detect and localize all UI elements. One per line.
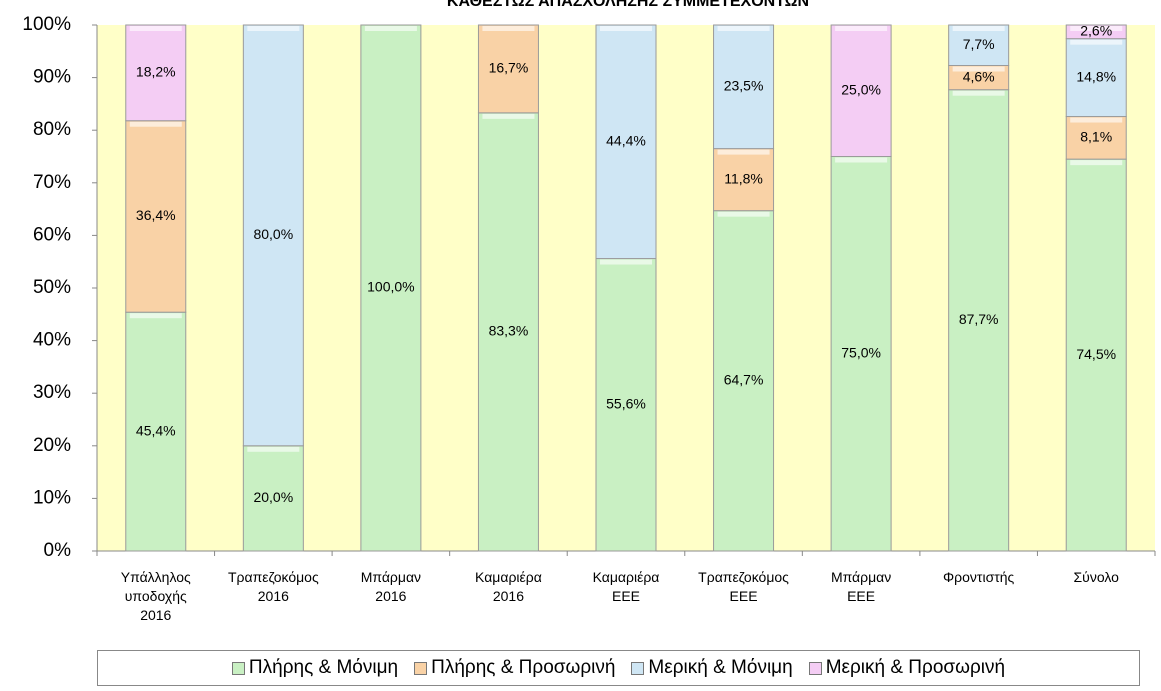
data-label: 8,1% <box>1080 129 1112 145</box>
bar-bevel <box>129 313 182 319</box>
data-label: 36,4% <box>136 207 176 223</box>
y-tick-label: 0% <box>44 540 72 561</box>
data-label: 2,6% <box>1080 23 1112 39</box>
data-label: 83,3% <box>489 323 529 339</box>
data-label: 16,7% <box>489 60 529 76</box>
data-label: 25,0% <box>841 81 881 97</box>
y-tick-label: 20% <box>33 435 71 456</box>
data-label: 45,4% <box>136 422 176 438</box>
x-tick-label: Υπάλληλος υποδοχής 2016 <box>120 569 191 623</box>
bar-segment <box>125 311 187 552</box>
x-tick-label: Φροντιστής <box>943 569 1015 585</box>
bar-segment <box>242 445 304 552</box>
data-label: 80,0% <box>253 226 293 242</box>
bar-segment <box>477 24 539 114</box>
bar-segment <box>477 112 539 552</box>
data-label: 87,7% <box>959 311 999 327</box>
y-tick-label: 80% <box>33 119 71 140</box>
bar-segment <box>1065 158 1127 552</box>
legend-swatch <box>631 661 645 675</box>
data-label: 44,4% <box>606 132 646 148</box>
y-tick-label: 40% <box>33 330 71 351</box>
data-label: 100,0% <box>367 279 414 295</box>
data-label: 64,7% <box>724 372 764 388</box>
x-tick-label: Καμαριέρα ΕΕΕ <box>592 569 660 604</box>
bar-segment <box>1065 116 1127 160</box>
chart-title: ΚΑΘΕΣΤΩΣ ΑΠΑΣΧΟΛΗΣΗΣ ΣΥΜΜΕΤΕΧΟΝΤΩΝ <box>447 0 809 10</box>
data-label: 23,5% <box>724 78 764 94</box>
legend-label: Μερική & Μόνιμη <box>648 657 793 678</box>
bar-segment <box>830 24 892 157</box>
bar-bevel <box>717 26 770 31</box>
bar-bevel <box>717 211 770 217</box>
legend-item: Πλήρης & Προσωρινή <box>414 657 615 679</box>
bar-bevel <box>835 157 888 163</box>
legend-swatch <box>231 661 245 675</box>
x-tick-label: Σύνολο <box>1073 569 1119 585</box>
legend-label: Πλήρης & Μόνιμη <box>248 657 399 678</box>
bar-bevel <box>482 113 535 119</box>
bar-segment <box>713 24 775 150</box>
x-tick-label: Τραπεζοκόμος ΕΕΕ <box>698 569 789 604</box>
legend-item: Μερική & Προσωρινή <box>808 657 1006 679</box>
y-tick-label: 60% <box>33 224 71 245</box>
y-tick-label: 50% <box>33 277 71 298</box>
bar-segment <box>242 24 304 447</box>
bar-bevel <box>247 446 300 452</box>
bar-bevel <box>247 26 300 31</box>
bar-bevel <box>1070 39 1123 45</box>
bar-segment <box>125 120 187 313</box>
y-tick-label: 70% <box>33 172 71 193</box>
bar-bevel <box>129 121 182 127</box>
bar-segment <box>125 24 187 122</box>
bar-bevel <box>835 26 888 31</box>
bar-segment <box>1065 38 1127 118</box>
legend-swatch <box>414 661 428 675</box>
x-tick-label: Μπάρμαν ΕΕΕ <box>830 569 892 604</box>
y-tick-label: 10% <box>33 487 71 508</box>
bar-segment <box>713 210 775 552</box>
data-label: 75,0% <box>841 344 881 360</box>
y-tick-label: 100% <box>22 14 71 35</box>
legend-swatch <box>808 661 822 675</box>
bar-bevel <box>600 259 652 265</box>
x-tick-label: Τραπεζοκόμος 2016 <box>227 569 319 604</box>
legend-label: Πλήρης & Προσωρινή <box>431 657 616 678</box>
data-label: 55,6% <box>606 395 646 411</box>
bar-bevel <box>129 26 182 31</box>
legend-item: Πλήρης & Μόνιμη <box>231 657 399 679</box>
bar-bevel <box>952 66 1005 72</box>
data-label: 20,0% <box>253 489 293 505</box>
legend: Πλήρης & Μόνιμη Πλήρης & Προσωρινή Μερική … <box>97 650 1140 686</box>
bar-bevel <box>482 26 535 31</box>
y-tick-label: 30% <box>33 382 71 403</box>
x-tick-label: Καμαριέρα 2016 <box>475 569 542 604</box>
bar-bevel <box>952 90 1005 96</box>
data-label: 74,5% <box>1076 346 1116 362</box>
data-label: 18,2% <box>136 64 176 80</box>
data-label: 11,8% <box>724 170 763 186</box>
data-label: 4,6% <box>963 68 995 84</box>
data-label: 14,8% <box>1076 68 1116 84</box>
bar-segment <box>713 148 775 212</box>
bar-segment <box>360 24 422 552</box>
bar-segment <box>830 156 892 552</box>
bar-bevel <box>1070 117 1123 123</box>
x-tick-label: Μπάρμαν 2016 <box>360 569 422 604</box>
bar-segment <box>595 24 657 260</box>
bar-bevel <box>1070 26 1123 31</box>
bar-bevel <box>600 26 652 31</box>
bar-bevel <box>1070 160 1123 166</box>
bar-bevel <box>364 26 417 31</box>
data-label: 7,7% <box>963 36 995 52</box>
bar-bevel <box>952 26 1005 31</box>
legend-item: Μερική & Μόνιμη <box>631 657 793 679</box>
bar-segment <box>595 258 657 552</box>
bar-segment <box>948 24 1010 67</box>
legend-label: Μερική & Προσωρινή <box>825 657 1006 678</box>
y-tick-label: 90% <box>33 67 71 88</box>
bar-bevel <box>717 149 770 155</box>
